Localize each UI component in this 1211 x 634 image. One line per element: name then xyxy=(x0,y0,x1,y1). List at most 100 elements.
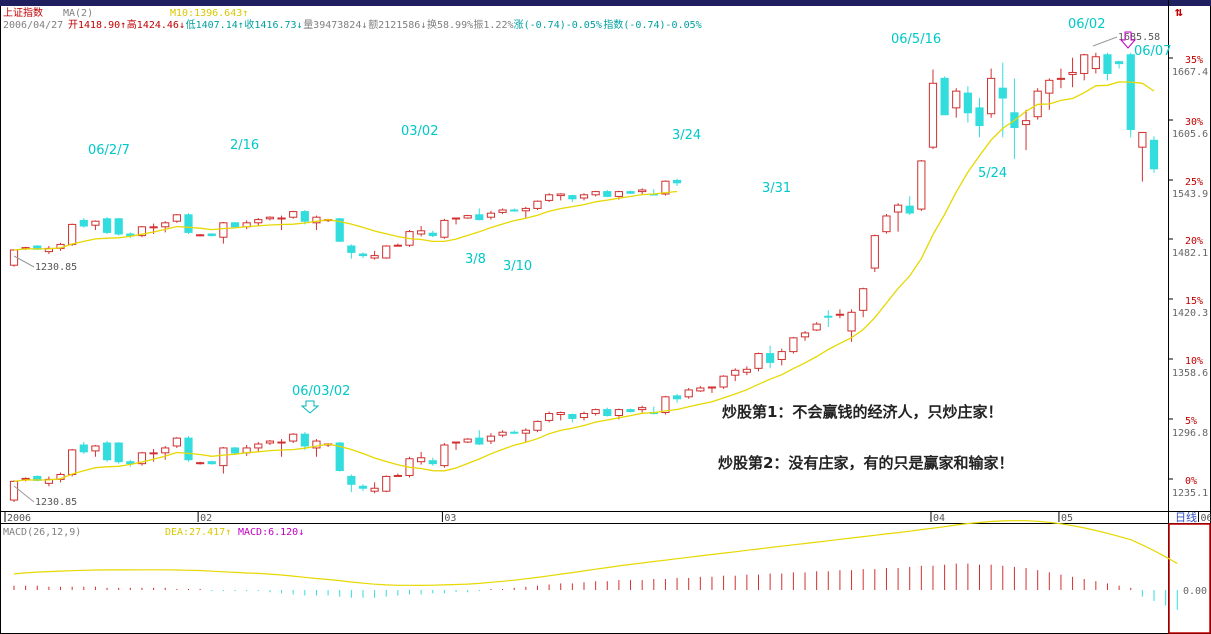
candle xyxy=(521,429,530,434)
candle xyxy=(533,420,542,431)
date-label-2-16: 2/16 xyxy=(230,138,259,153)
candle xyxy=(696,387,705,392)
macd-axis-box xyxy=(1168,523,1211,634)
candle xyxy=(393,244,402,247)
candle xyxy=(684,389,693,398)
candle xyxy=(172,437,181,447)
percent-tick-label: 5% xyxy=(1185,416,1197,427)
candle xyxy=(1045,79,1054,94)
candle xyxy=(440,444,449,467)
candle xyxy=(335,442,344,472)
marker-arrow-bottom-icon xyxy=(300,400,320,414)
candle xyxy=(824,315,833,318)
candle xyxy=(91,220,100,226)
quote-segment: 指数(-0.74)-0.05% xyxy=(603,18,701,31)
candle xyxy=(835,313,845,316)
candle xyxy=(172,214,181,222)
quote-segment: 开1418.90↑ xyxy=(68,20,126,31)
candle xyxy=(451,441,461,444)
quote-segment: 振1.22% xyxy=(473,18,513,31)
candle xyxy=(766,353,775,363)
time-axis: 2006 02 03 04 05 06 xyxy=(4,512,1211,524)
candle xyxy=(475,437,484,445)
candle xyxy=(789,337,798,353)
candle xyxy=(1114,61,1124,65)
month-label: 03 xyxy=(444,513,456,524)
candle xyxy=(1091,56,1100,70)
candle xyxy=(370,255,379,259)
candle xyxy=(335,218,344,242)
candle xyxy=(196,462,205,465)
candle xyxy=(463,215,472,219)
candle xyxy=(207,233,216,237)
candle xyxy=(289,433,298,442)
date-label-03-02: 03/02 xyxy=(401,124,438,139)
candle xyxy=(184,437,193,461)
macd-zero-label: 0.00 xyxy=(1183,586,1207,597)
candle xyxy=(254,443,263,449)
candle xyxy=(544,413,554,421)
candle xyxy=(347,475,356,485)
candle xyxy=(230,222,240,228)
candle xyxy=(672,179,682,184)
price-tick-label: 1358.6 xyxy=(1172,368,1208,379)
candle xyxy=(277,217,286,220)
date-label-5-24: 5/24 xyxy=(978,166,1007,181)
candle xyxy=(417,457,426,463)
candle xyxy=(265,440,275,444)
candle xyxy=(370,487,379,492)
exit-arrows-icon[interactable]: ⇅ xyxy=(1175,5,1183,20)
candle xyxy=(475,214,484,221)
candle xyxy=(591,409,600,415)
candle xyxy=(102,442,112,461)
candle xyxy=(510,209,519,212)
candle xyxy=(847,311,856,332)
quote-segment: 涨(-0.74)-0.05% xyxy=(514,19,602,31)
candle xyxy=(905,205,914,214)
candle xyxy=(859,288,868,311)
candle xyxy=(161,447,170,454)
candle xyxy=(347,245,356,253)
candle xyxy=(882,215,891,233)
candle xyxy=(1068,71,1077,75)
quote-segment: 低1407.14↑ xyxy=(186,18,244,31)
candle xyxy=(277,441,286,444)
candle xyxy=(917,160,926,210)
daily-label[interactable]: 日线 xyxy=(1175,510,1197,524)
date-label-3-10: 3/10 xyxy=(503,259,532,274)
quote-segment: 收1416.73↓ xyxy=(244,18,302,31)
quote-segment: 高1424.46↓ xyxy=(127,18,185,31)
candle xyxy=(800,332,810,338)
quote-line: 2006/04/27 开1418.90↑ 高1424.46↓ 低1407.14↑ 收14… xyxy=(3,18,702,31)
candle xyxy=(114,442,123,463)
candle xyxy=(626,191,635,194)
candle xyxy=(102,218,112,233)
note-2: 炒股第2：没有庄家，有的只是赢家和输家！ xyxy=(718,454,1013,472)
candle xyxy=(161,222,170,228)
candle xyxy=(928,82,938,148)
candle xyxy=(672,395,682,400)
candle xyxy=(126,461,135,465)
candle xyxy=(603,409,612,417)
candle xyxy=(812,323,821,331)
candle xyxy=(114,218,123,235)
low-label-bottom: 1230.85 xyxy=(35,497,77,508)
candle xyxy=(219,447,228,467)
candle xyxy=(1149,139,1159,170)
candle xyxy=(707,386,717,389)
candle xyxy=(556,412,565,416)
candle xyxy=(265,216,275,220)
candle xyxy=(428,232,437,237)
candle xyxy=(638,189,647,193)
candle xyxy=(300,211,309,222)
candle xyxy=(1056,77,1066,80)
month-label: 04 xyxy=(933,513,945,524)
peak-label: 1685.58 xyxy=(1118,32,1160,43)
candle xyxy=(68,449,77,475)
date-label-06-2-7: 06/2/7 xyxy=(88,143,130,158)
macd-dea-line xyxy=(13,520,1178,587)
candle xyxy=(638,407,647,411)
candle xyxy=(79,444,88,453)
price-tick-label: 1667.4 xyxy=(1172,67,1208,78)
candle xyxy=(614,191,624,197)
